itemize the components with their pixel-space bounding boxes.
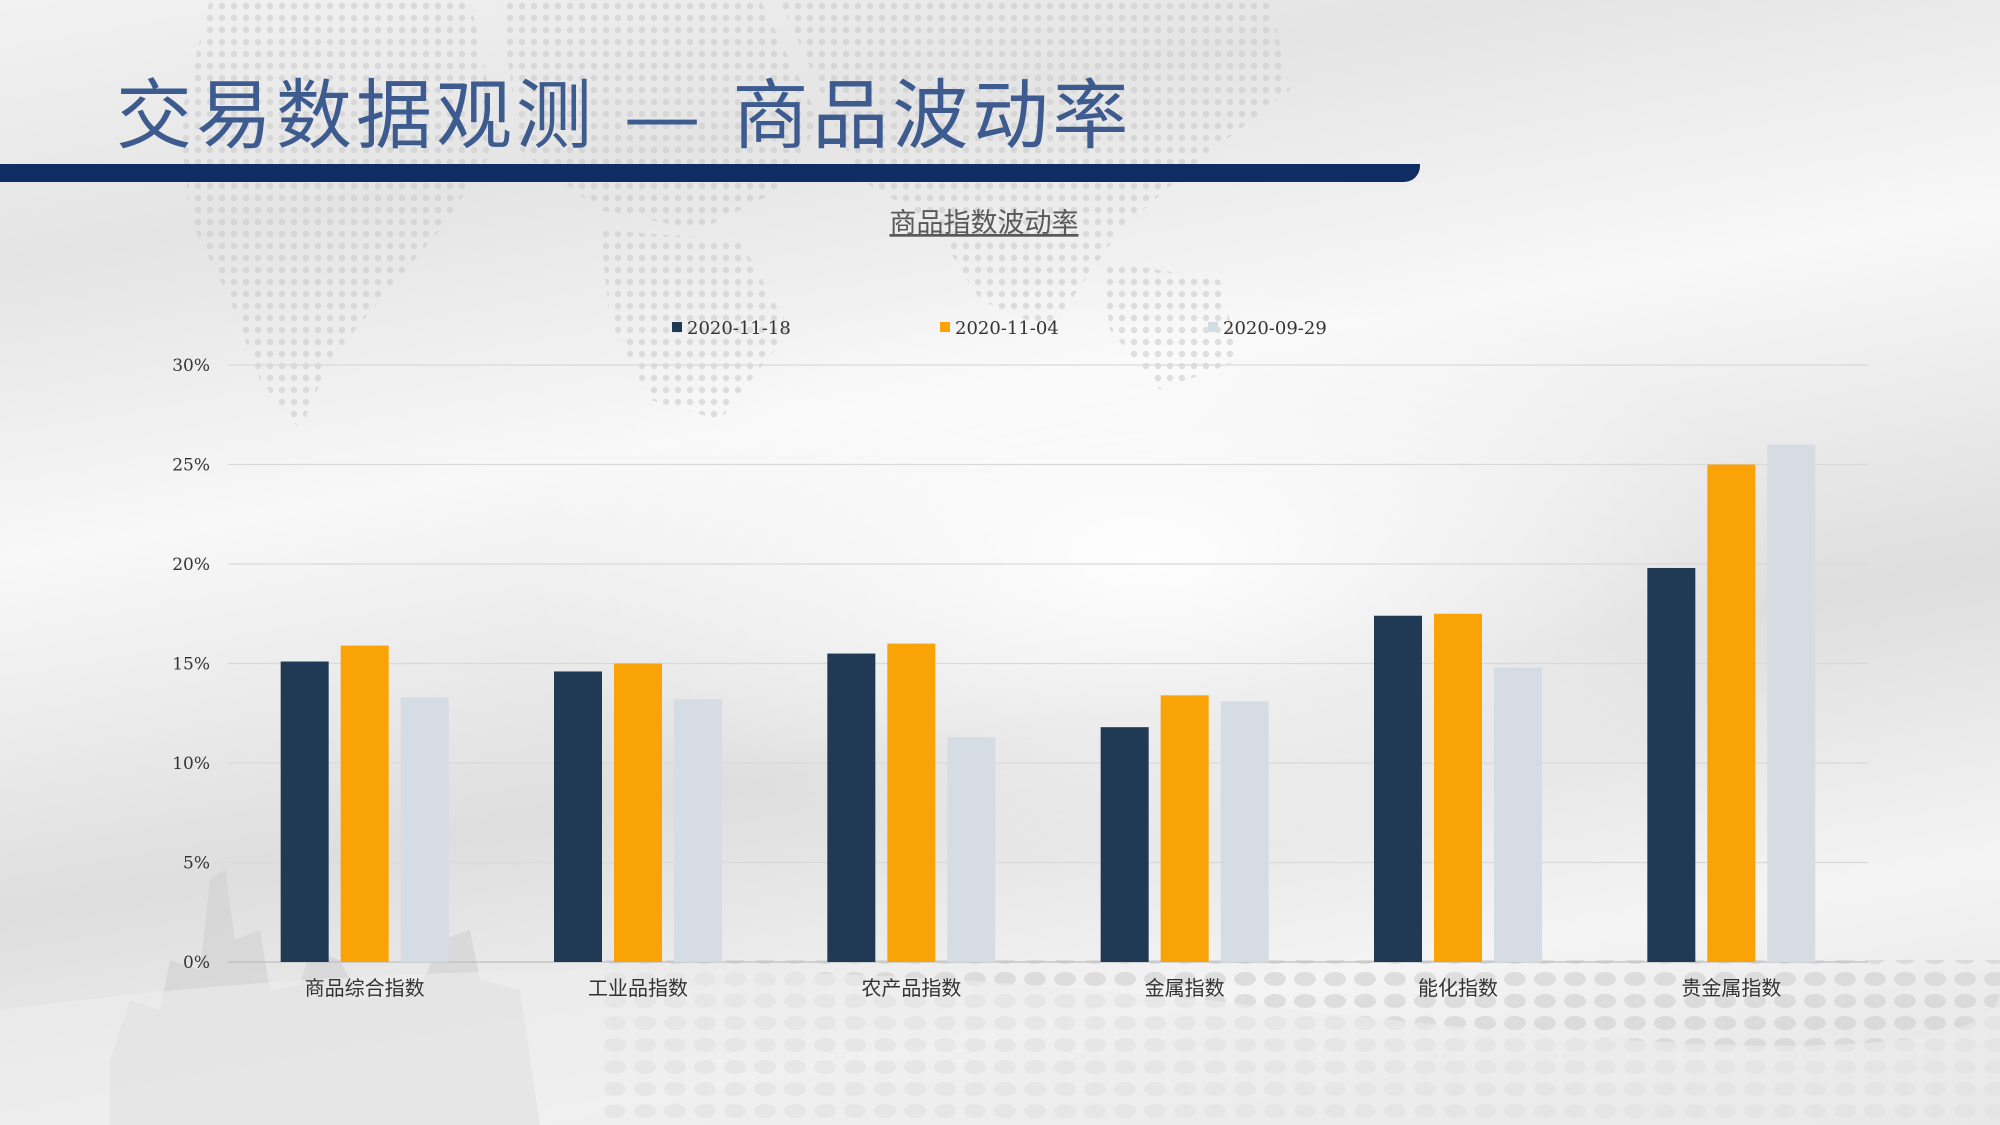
bar-2020-11-04-金属指数 [1160, 695, 1209, 962]
bar-2020-11-18-工业品指数 [554, 671, 602, 962]
y-tick-label: 25% [172, 456, 210, 476]
bar-2020-09-29-农产品指数 [947, 737, 996, 962]
chart-gridlines [228, 364, 1868, 963]
bar-2020-09-29-贵金属指数 [1767, 444, 1816, 963]
bar-2020-11-04-农产品指数 [887, 643, 936, 962]
legend-item: 2020-09-29 [1208, 318, 1327, 339]
bar-2020-11-18-能化指数 [1374, 615, 1422, 962]
chart-title: 商品指数波动率 [890, 208, 1079, 239]
legend-label: 2020-11-18 [687, 318, 791, 339]
bar-2020-11-18-金属指数 [1100, 727, 1149, 962]
chart-legend: 2020-11-18 2020-11-04 2020-09-29 [672, 318, 1327, 339]
y-tick-label: 0% [183, 953, 210, 973]
bar-2020-11-18-商品综合指数 [280, 661, 329, 962]
bar-2020-11-04-工业品指数 [614, 663, 662, 962]
bar-2020-11-18-贵金属指数 [1647, 567, 1696, 962]
x-category-label: 农产品指数 [861, 976, 961, 1000]
legend-swatch [940, 322, 950, 332]
x-category-label: 能化指数 [1418, 976, 1498, 1000]
legend-swatch [672, 322, 682, 332]
x-axis-category-labels: 商品综合指数 工业品指数 农产品指数 金属指数 能化指数 贵金属指数 [305, 976, 1782, 1000]
y-tick-label: 20% [172, 555, 210, 575]
y-tick-label: 15% [172, 655, 210, 675]
legend-swatch [1208, 322, 1218, 332]
legend-item: 2020-11-18 [672, 318, 791, 339]
y-tick-label: 30% [172, 356, 210, 376]
y-tick-label: 5% [183, 854, 210, 874]
bar-2020-11-04-贵金属指数 [1707, 464, 1756, 962]
bar-2020-11-04-能化指数 [1434, 613, 1482, 962]
legend-item: 2020-11-04 [940, 318, 1059, 339]
bar-2020-09-29-商品综合指数 [400, 697, 449, 962]
bar-2020-11-04-商品综合指数 [340, 645, 389, 962]
y-axis-tick-labels: 0% 5% 10% 15% 20% 25% 30% [172, 356, 210, 973]
bar-2020-09-29-工业品指数 [674, 699, 722, 962]
bar-2020-09-29-金属指数 [1220, 701, 1269, 962]
title-underline-bar [0, 164, 1420, 182]
slide-title: 交易数据观测 — 商品波动率 [116, 71, 1133, 160]
x-category-label: 金属指数 [1145, 976, 1225, 1000]
y-tick-label: 10% [172, 754, 210, 774]
bar-2020-11-18-农产品指数 [827, 653, 876, 962]
x-category-label: 工业品指数 [588, 976, 688, 1000]
legend-label: 2020-09-29 [1223, 318, 1327, 339]
legend-label: 2020-11-04 [955, 318, 1059, 339]
bar-2020-09-29-能化指数 [1494, 667, 1542, 962]
x-category-label: 商品综合指数 [305, 976, 425, 1000]
x-category-label: 贵金属指数 [1681, 976, 1781, 1000]
chart-bars [280, 444, 1816, 963]
